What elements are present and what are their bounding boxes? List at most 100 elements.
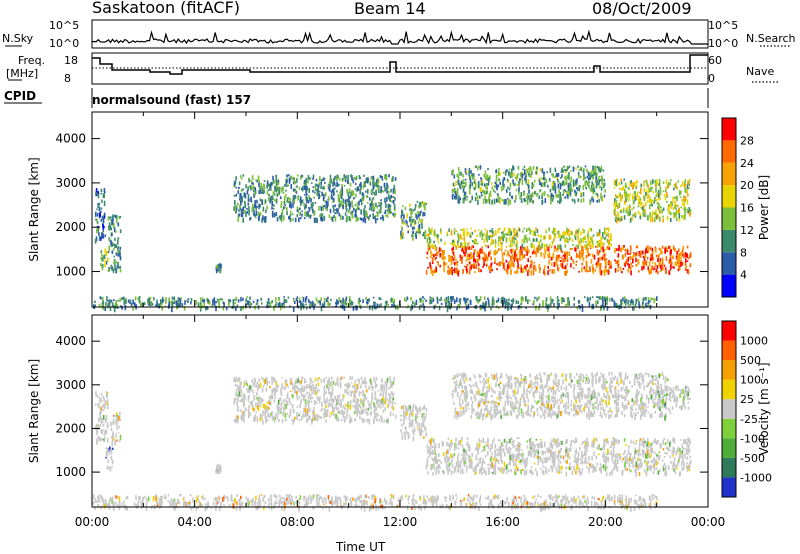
- power-cell: [235, 296, 237, 302]
- power-colorbar-tick: 20: [740, 179, 754, 192]
- power-cell: [195, 300, 198, 304]
- power-cell: [515, 238, 517, 241]
- power-cell: [177, 297, 180, 303]
- velocity-cell: [370, 385, 372, 388]
- power-cell: [491, 301, 494, 307]
- power-cell: [513, 240, 516, 245]
- power-cell: [299, 207, 301, 211]
- velocity-cell: [422, 406, 424, 410]
- power-cell: [278, 297, 280, 301]
- velocity-cell: [298, 387, 300, 392]
- power-cell: [590, 175, 592, 178]
- power-cell: [414, 232, 417, 237]
- power-cell: [461, 229, 464, 231]
- power-cell: [480, 230, 483, 235]
- power-cell: [599, 256, 601, 261]
- velocity-cell: [297, 376, 300, 379]
- power-cell: [564, 253, 566, 259]
- velocity-cell: [107, 449, 109, 454]
- power-cell: [469, 183, 472, 189]
- power-cell: [426, 257, 429, 259]
- power-cell: [281, 209, 284, 214]
- velocity-cell: [299, 411, 301, 414]
- power-cell: [100, 207, 103, 210]
- velocity-cell: [343, 411, 346, 415]
- velocity-cell: [405, 405, 407, 410]
- velocity-cell: [253, 377, 256, 382]
- velocity-cell: [340, 404, 342, 408]
- velocity-cell: [400, 414, 403, 417]
- velocity-cell: [313, 413, 315, 418]
- power-cell: [602, 232, 604, 238]
- power-cell: [369, 306, 371, 310]
- power-cell: [635, 298, 637, 305]
- power-cell: [485, 253, 487, 259]
- power-cell: [538, 303, 541, 307]
- power-cell: [549, 256, 552, 258]
- power-cell: [289, 210, 292, 217]
- power-cell: [336, 210, 338, 215]
- power-cell: [376, 218, 379, 220]
- power-cell: [619, 266, 622, 272]
- power-cell: [416, 211, 419, 213]
- power-cell: [575, 191, 577, 197]
- power-cell: [410, 306, 412, 312]
- power-cell: [575, 167, 577, 170]
- power-cell: [357, 217, 360, 220]
- power-cell: [411, 234, 413, 237]
- velocity-cell: [519, 453, 521, 457]
- power-cell: [327, 296, 329, 300]
- power-cell: [376, 303, 379, 309]
- velocity-cell: [327, 404, 330, 408]
- velocity-cell: [370, 379, 372, 385]
- power-cell: [581, 306, 584, 312]
- power-cell: [470, 175, 472, 178]
- velocity-cell: [293, 390, 296, 393]
- power-cell: [616, 260, 619, 264]
- power-cell: [480, 269, 482, 273]
- velocity-cell: [410, 422, 413, 426]
- power-cell: [437, 251, 439, 254]
- power-cell: [635, 251, 638, 256]
- velocity-cell: [307, 395, 310, 399]
- power-cell: [529, 194, 532, 199]
- velocity-cell: [367, 400, 369, 404]
- power-cell: [143, 302, 146, 306]
- power-cell: [676, 261, 678, 266]
- power-cell: [296, 214, 298, 217]
- power-cell: [371, 191, 374, 194]
- power-cell: [521, 253, 524, 259]
- power-cell: [466, 196, 468, 198]
- velocity-cell: [355, 411, 358, 413]
- power-cell: [234, 185, 236, 188]
- velocity-cell: [344, 384, 346, 386]
- power-cell: [449, 302, 452, 308]
- power-cell: [317, 185, 320, 188]
- power-cell: [477, 183, 480, 189]
- power-cell: [542, 302, 544, 307]
- power-cell: [97, 203, 99, 208]
- power-cell: [562, 193, 564, 196]
- power-cell: [262, 206, 265, 212]
- power-cell: [570, 189, 573, 192]
- power-cell: [325, 204, 327, 210]
- velocity-cell: [329, 391, 332, 398]
- velocity-cell: [240, 394, 242, 397]
- power-cell: [385, 174, 387, 176]
- power-cell: [156, 303, 159, 307]
- power-cell: [385, 214, 387, 217]
- power-cell: [494, 184, 496, 188]
- power-cell: [647, 215, 649, 221]
- power-cell: [354, 204, 357, 207]
- power-cell: [235, 193, 238, 197]
- power-cell: [523, 200, 526, 203]
- velocity-cell: [312, 380, 314, 383]
- power-cell: [249, 217, 251, 221]
- power-cell: [103, 200, 106, 207]
- power-cell: [102, 236, 105, 239]
- power-cell: [409, 203, 411, 208]
- power-cell: [394, 177, 397, 180]
- power-cell: [319, 176, 321, 182]
- velocity-cell: [274, 387, 276, 390]
- power-cell: [469, 261, 471, 265]
